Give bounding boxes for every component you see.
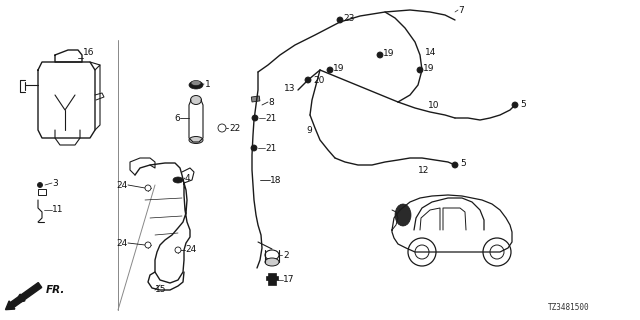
Text: 24: 24 [116, 180, 128, 189]
Text: FR.: FR. [46, 285, 65, 295]
Circle shape [251, 145, 257, 151]
FancyArrow shape [6, 283, 42, 310]
Text: 1: 1 [205, 79, 211, 89]
Text: 12: 12 [418, 165, 429, 174]
Circle shape [512, 102, 518, 108]
Text: 24: 24 [185, 245, 196, 254]
Circle shape [218, 124, 226, 132]
Text: 24: 24 [116, 238, 128, 247]
Circle shape [490, 245, 504, 259]
Text: 7: 7 [458, 5, 464, 14]
Text: 19: 19 [333, 63, 344, 73]
Text: 13: 13 [284, 84, 295, 92]
Circle shape [327, 67, 333, 73]
Text: 6: 6 [174, 114, 180, 123]
Circle shape [145, 185, 151, 191]
Text: 21: 21 [265, 114, 276, 123]
Text: 19: 19 [383, 49, 394, 58]
Circle shape [252, 115, 258, 121]
Text: 15: 15 [155, 285, 166, 294]
Text: 16: 16 [83, 47, 95, 57]
Circle shape [408, 238, 436, 266]
Text: 17: 17 [283, 276, 294, 284]
Text: 14: 14 [425, 47, 436, 57]
Text: 8: 8 [268, 98, 274, 107]
Circle shape [377, 52, 383, 58]
Ellipse shape [265, 250, 279, 260]
Text: 20: 20 [313, 76, 324, 84]
Text: 3: 3 [52, 179, 58, 188]
Ellipse shape [265, 258, 279, 266]
Circle shape [337, 17, 343, 23]
Text: 18: 18 [270, 175, 282, 185]
Text: 2: 2 [283, 251, 289, 260]
Text: TZ3481500: TZ3481500 [548, 303, 590, 312]
Circle shape [145, 242, 151, 248]
Ellipse shape [189, 81, 203, 89]
Circle shape [38, 182, 42, 188]
Circle shape [483, 238, 511, 266]
Ellipse shape [189, 137, 203, 143]
Ellipse shape [191, 81, 201, 85]
Circle shape [417, 67, 423, 73]
Text: 9: 9 [307, 125, 312, 134]
Text: 19: 19 [423, 63, 435, 73]
Text: 10: 10 [428, 100, 440, 109]
Text: 5: 5 [460, 158, 466, 167]
Circle shape [415, 245, 429, 259]
Circle shape [305, 77, 311, 83]
Circle shape [220, 126, 224, 130]
Bar [252, 96, 260, 102]
Circle shape [452, 162, 458, 168]
Ellipse shape [191, 95, 202, 105]
Text: 11: 11 [52, 205, 63, 214]
Bar [266, 276, 278, 280]
Text: 5: 5 [520, 100, 525, 108]
Text: 4: 4 [185, 173, 191, 182]
Text: 21: 21 [265, 143, 276, 153]
Text: 22: 22 [229, 124, 240, 132]
Ellipse shape [395, 204, 411, 226]
Text: 23: 23 [343, 13, 355, 22]
Circle shape [175, 247, 181, 253]
Bar [38, 189, 46, 195]
Bar [268, 273, 276, 285]
Ellipse shape [173, 177, 183, 183]
